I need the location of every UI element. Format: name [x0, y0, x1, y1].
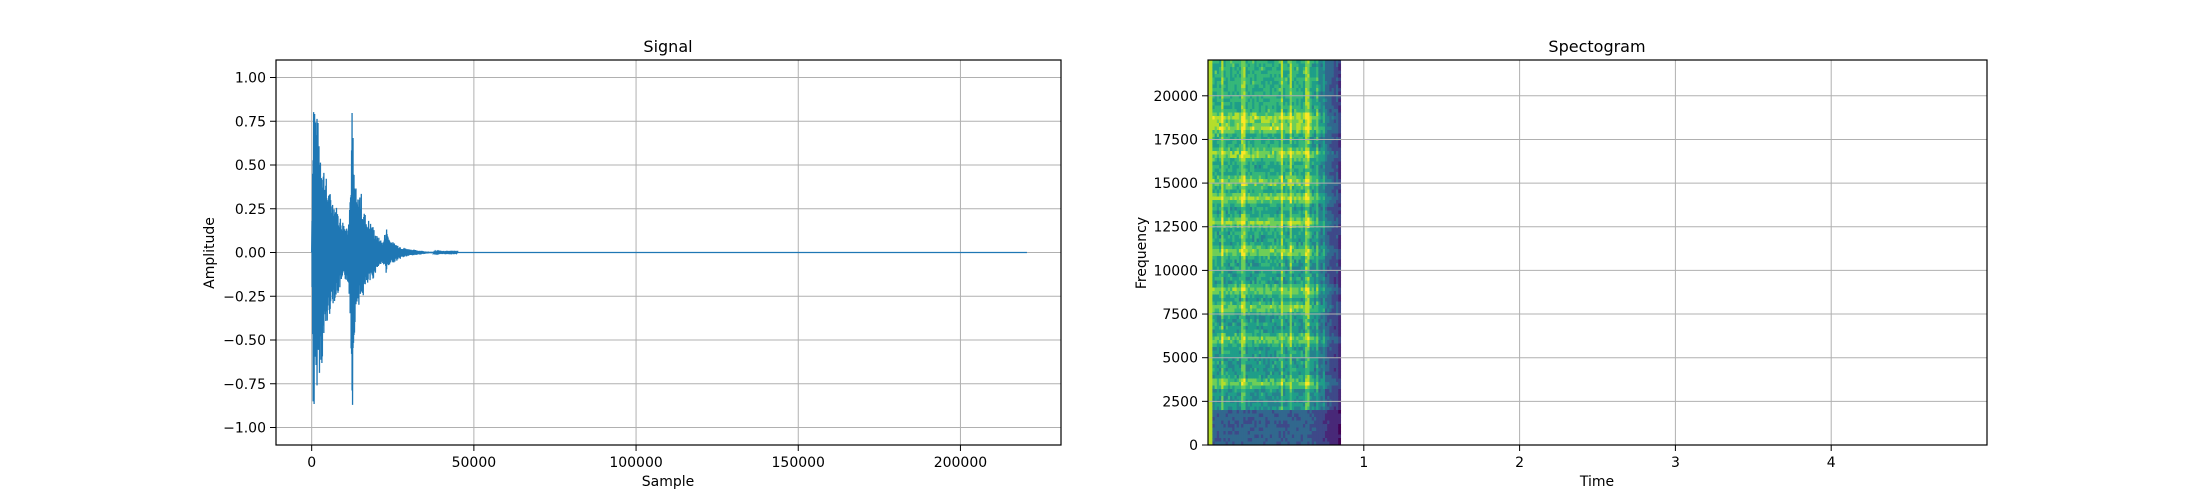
signal-y-tick-label: 1.00 [235, 71, 266, 87]
signal-x-tick-label: 200000 [934, 455, 987, 471]
spectogram-image [1208, 60, 1341, 446]
signal-title: Signal [643, 37, 692, 56]
signal-y-ticks: −1.00 −0.75 −0.50 −0.25 0.00 0.25 0.50 0.75 1.00 [223, 71, 276, 437]
signal-y-tick-label: 0.75 [235, 114, 266, 130]
signal-x-ticks: 0 50000 100000 150000 200000 [307, 445, 987, 471]
signal-x-tick-label: 150000 [772, 455, 825, 471]
signal-y-tick-label: 0.50 [235, 158, 266, 174]
signal-y-tick-label: 0.25 [235, 202, 266, 218]
signal-y-tick-label: −1.00 [223, 421, 266, 437]
signal-y-tick-label: −0.50 [223, 333, 266, 349]
signal-x-tick-label: 0 [307, 455, 316, 471]
signal-x-label: Sample [642, 474, 695, 490]
signal-x-tick-label: 50000 [452, 455, 497, 471]
signal-y-tick-label: 0.00 [235, 246, 266, 262]
signal-y-tick-label: −0.25 [223, 289, 266, 305]
signal-y-label: Amplitude [202, 217, 218, 289]
signal-y-tick-label: −0.75 [223, 377, 266, 393]
signal-x-tick-label: 100000 [609, 455, 662, 471]
signal-panel: 0 50000 100000 150000 200000 −1.00 −0.75 −0.50… [202, 37, 1061, 490]
